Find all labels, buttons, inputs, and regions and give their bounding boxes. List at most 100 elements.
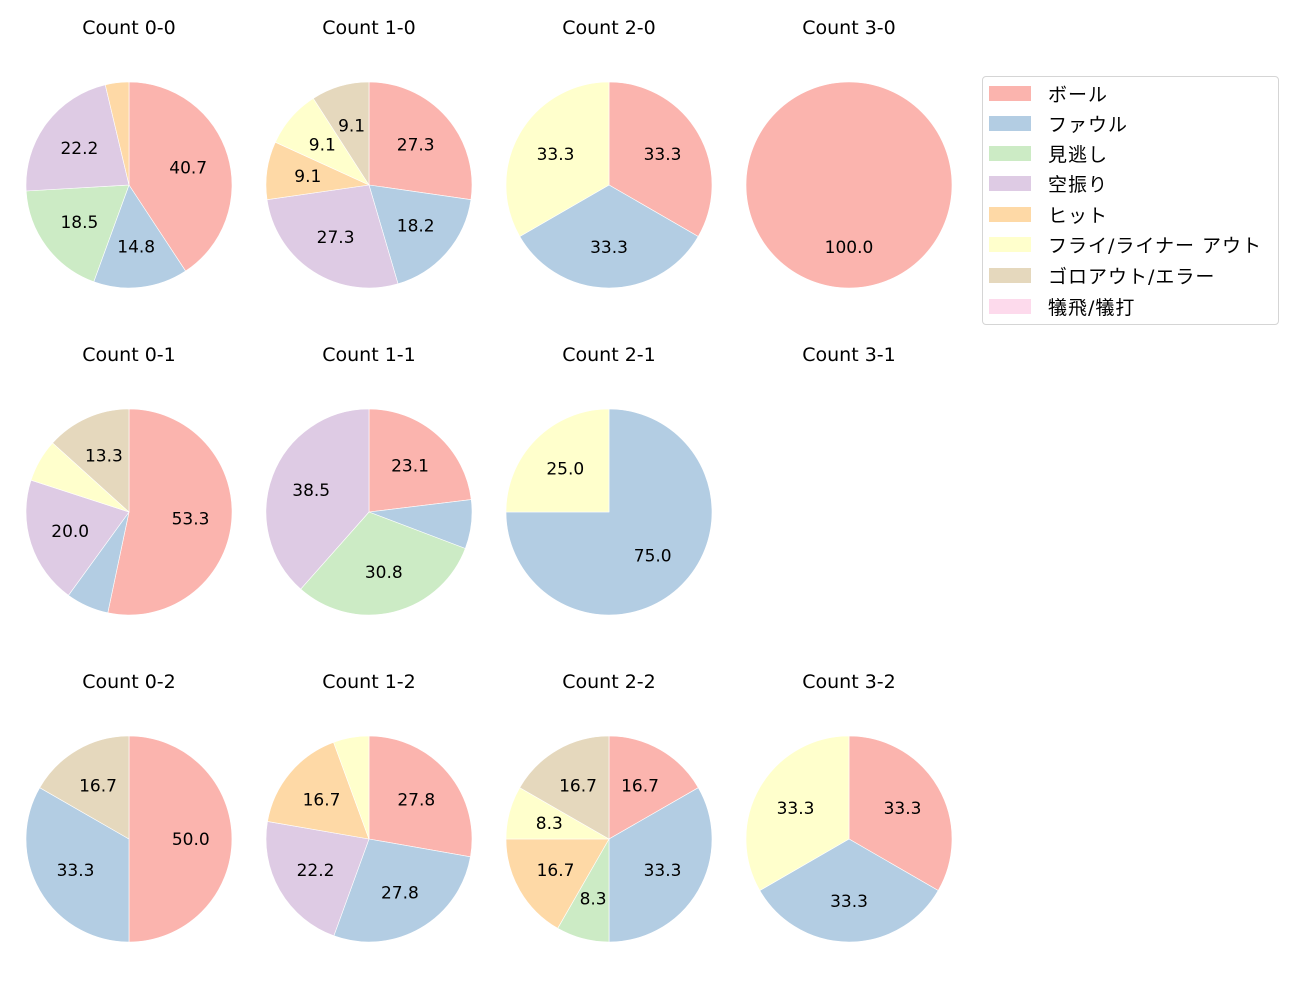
legend-item-swinging-strike: 空振り (989, 168, 1108, 198)
pie-slice-label: 16.7 (303, 790, 341, 810)
pie-slice (25, 84, 130, 192)
pie-title: Count 0-0 (82, 17, 176, 39)
pie-slice-label: 100.0 (825, 238, 874, 258)
pie-slice (25, 184, 130, 283)
pie-slice (848, 735, 953, 891)
pie-slice (52, 408, 130, 513)
pie-slice-label: 13.3 (85, 447, 123, 467)
pie-slice-label: 18.2 (397, 217, 435, 237)
pie-title: Count 1-1 (322, 344, 416, 366)
pie-title: Count 2-1 (562, 344, 656, 366)
pie-slice-label: 27.8 (397, 790, 435, 810)
pie-slice-label: 22.2 (60, 139, 98, 159)
legend-swatch (989, 175, 1031, 191)
pie-slice-label: 18.5 (60, 213, 98, 233)
legend-item-ball: ボール (989, 78, 1108, 108)
legend-item-sacrifice: 犠飛/犠打 (989, 291, 1135, 321)
pie-slice (608, 787, 713, 943)
legend-item-hit: ヒット (989, 199, 1108, 229)
pie-slice-label: 33.3 (57, 861, 95, 881)
pie-slice (107, 408, 233, 616)
pie-count-1-2: 27.8 27.8 22.2 16.7 (265, 735, 473, 943)
legend-swatch (989, 115, 1031, 131)
pie-slice (505, 81, 610, 237)
pie-slice-label: 30.8 (365, 563, 403, 583)
pie-slice (93, 184, 187, 289)
legend-item-foul: ファウル (989, 108, 1128, 138)
pie-slice (608, 735, 699, 840)
pie-title: Count 0-2 (82, 671, 176, 693)
legend-swatch (989, 145, 1031, 161)
pie-slice (505, 408, 610, 513)
pie-slice-label: 50.0 (172, 830, 210, 850)
pie-count-0-1: 53.3 20.0 13.3 (25, 408, 233, 616)
pie-slice-label: 27.3 (397, 136, 435, 156)
pie-title: Count 3-2 (802, 671, 896, 693)
pie-count-0-0: 40.7 14.8 18.5 22.2 (25, 81, 233, 289)
legend-item-fly-out: フライ/ライナー アウト (989, 229, 1262, 259)
pie-slice (368, 81, 473, 200)
pie-slice-label: 20.0 (51, 522, 89, 542)
pie-slice-label: 9.1 (294, 167, 321, 187)
legend-swatch (989, 298, 1031, 314)
pie-count-2-2: 16.733.38.316.78.316.7 (505, 735, 713, 943)
pie-slice-label: 27.8 (381, 884, 419, 904)
pie-title: Count 1-0 (322, 17, 416, 39)
pie-slice (608, 81, 713, 237)
pie-slice (368, 184, 472, 285)
pie-slice (104, 81, 130, 186)
pie-slice (39, 735, 130, 840)
pie-slice (265, 408, 370, 590)
pie-slice (266, 184, 399, 289)
pie-slice (745, 735, 850, 891)
pie-slice-label: 33.3 (884, 799, 922, 819)
pie-count-3-2: 33.3 33.3 33.3 (745, 735, 953, 943)
pie-slice (267, 741, 370, 840)
pie-slice-label: 33.3 (777, 799, 815, 819)
pie-slice-label: 38.5 (292, 481, 330, 501)
legend-item-called-strike: 見逃し (989, 138, 1108, 168)
pie-title: Count 2-2 (562, 671, 656, 693)
pie-count-2-0: 33.3 33.3 33.3 (505, 81, 713, 289)
pie-slice-label: 33.3 (644, 145, 682, 165)
pie-slice (519, 184, 699, 289)
pie-slice (368, 735, 473, 858)
pie-slice (128, 735, 233, 943)
pie-slice-label: 75.0 (634, 547, 672, 567)
pie-title: Count 3-1 (802, 344, 896, 366)
pie-slice-label: 22.2 (297, 861, 335, 881)
pie-slice (368, 408, 472, 513)
pie-slice-label: 33.3 (830, 892, 868, 912)
legend-label: フライ/ライナー アウト (1048, 234, 1263, 257)
pie-count-1-1: 23.1 30.8 38.5 (265, 408, 473, 616)
legend: ボール ファウル 見逃し 空振り ヒット フライ/ライナー アウト ゴロアウト/… (982, 76, 1279, 325)
pie-slice (265, 821, 370, 937)
pie-slice-label: 33.3 (644, 861, 682, 881)
pie-count-0-2: 50.0 33.3 16.7 (25, 735, 233, 943)
pie-count-1-0: 27.318.227.39.19.19.1 (265, 81, 473, 289)
legend-swatch (989, 267, 1031, 283)
legend-label: ファウル (1048, 113, 1129, 136)
pie-slice (519, 735, 610, 840)
pie-count-2-1: 75.0 25.0 (505, 408, 713, 616)
pie-slice-label: 9.1 (309, 136, 336, 156)
pie-slice-label: 9.1 (338, 117, 365, 137)
legend-label: 犠飛/犠打 (1048, 296, 1136, 319)
pie-slice-label: 40.7 (169, 158, 207, 178)
legend-item-ground-out: ゴロアウト/エラー (989, 260, 1215, 290)
pie-slice (25, 479, 130, 596)
legend-swatch (989, 206, 1031, 222)
pie-slice-label: 16.7 (559, 777, 597, 797)
pie-slice (300, 511, 466, 616)
legend-swatch (989, 236, 1031, 252)
pie-slice (333, 735, 370, 840)
pie-slice-label: 8.3 (580, 890, 607, 910)
pie-slice (333, 838, 471, 943)
pie-slice (505, 838, 610, 929)
pie-title: Count 0-1 (82, 344, 176, 366)
pie-slice-label: 33.3 (590, 238, 628, 258)
pie-title: Count 2-0 (562, 17, 656, 39)
legend-label: ゴロアウト/エラー (1048, 265, 1216, 288)
